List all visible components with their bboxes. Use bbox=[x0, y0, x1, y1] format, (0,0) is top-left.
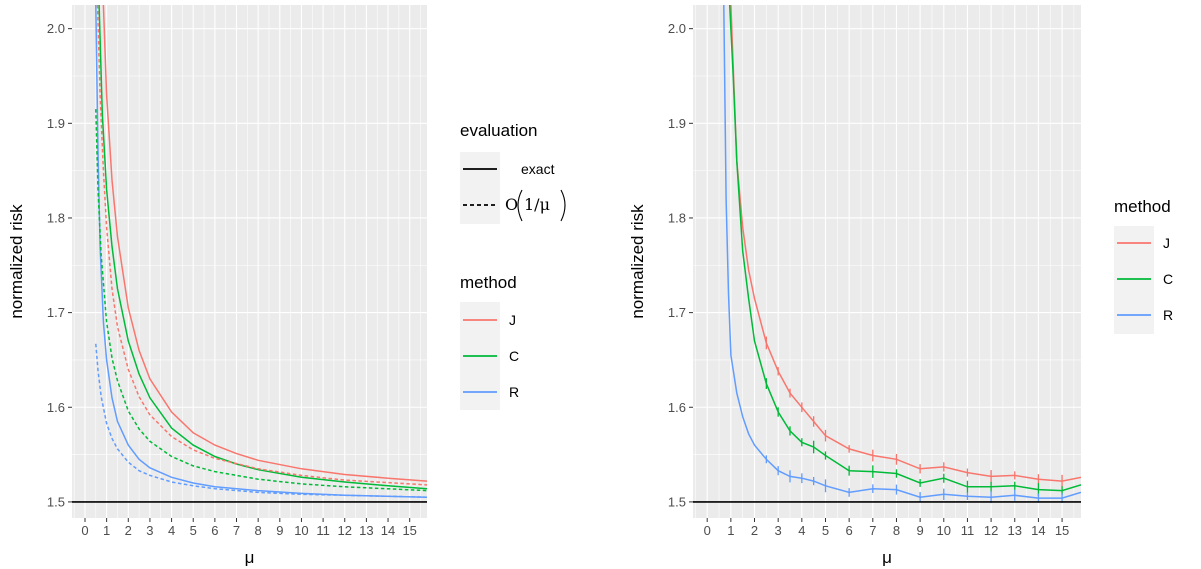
left-y-tick-label: 1.7 bbox=[47, 305, 65, 320]
legend-label-approx-frac: 1/μ bbox=[524, 195, 550, 214]
left-series-r-line bbox=[95, 5, 427, 498]
right-x-tick-label: 14 bbox=[1031, 523, 1045, 538]
right-x-tick-label: 6 bbox=[846, 523, 853, 538]
legend-label-exact: exact bbox=[521, 161, 555, 177]
legend-left-paren bbox=[517, 189, 523, 222]
left-y-axis-title: normalized risk bbox=[7, 204, 26, 319]
right-x-tick-label: 0 bbox=[704, 523, 711, 538]
right-legend-label-c: C bbox=[1163, 271, 1173, 287]
left-gridlines bbox=[72, 5, 427, 518]
left-x-tick-label: 11 bbox=[316, 523, 330, 538]
right-y-tick-label: 1.9 bbox=[668, 116, 686, 131]
right-x-axis-title: μ bbox=[882, 548, 892, 567]
evaluation-legend-title: evaluation bbox=[460, 121, 538, 140]
left-series-c-line bbox=[98, 5, 427, 490]
left-x-tick-label: 6 bbox=[211, 523, 218, 538]
right-x-tick-label: 7 bbox=[869, 523, 876, 538]
left-x-tick-label: 14 bbox=[381, 523, 395, 538]
right-x-tick-label: 1 bbox=[727, 523, 734, 538]
left-x-tick-label: 9 bbox=[276, 523, 283, 538]
left-method-legend: method J C R bbox=[460, 273, 519, 410]
left-x-tick-label: 7 bbox=[233, 523, 240, 538]
left-x-tick-label: 1 bbox=[103, 523, 110, 538]
left-legend-label-r: R bbox=[509, 384, 519, 400]
left-legend-label-c: C bbox=[509, 348, 519, 364]
left-series-j-approx bbox=[96, 5, 427, 486]
right-method-legend: method J C R bbox=[1114, 197, 1173, 334]
left-y-tick-label: 1.6 bbox=[47, 400, 65, 415]
right-method-legend-title: method bbox=[1114, 197, 1171, 216]
right-legend-label-j: J bbox=[1163, 235, 1170, 251]
left-x-tick-label: 8 bbox=[255, 523, 262, 538]
right-legend-label-r: R bbox=[1163, 307, 1173, 323]
right-y-tick-label: 2.0 bbox=[668, 21, 686, 36]
left-series-lines bbox=[95, 5, 427, 498]
left-x-tick-label: 13 bbox=[359, 523, 373, 538]
right-axis-ticks: 1.51.61.71.81.92.00 1 2 3 4 5 6 7 8 9 10 11 12 13 14 15 bbox=[668, 21, 1069, 538]
left-axis-ticks: 1.51.61.71.81.92.00 1 2 3 4 5 6 7 8 9 10 11 12 13 14 15 bbox=[47, 21, 417, 538]
legend-right-paren bbox=[560, 189, 566, 222]
right-x-tick-label: 15 bbox=[1055, 523, 1069, 538]
left-chart: 1.51.61.71.81.92.00 1 2 3 4 5 6 7 8 9 10 11 12 13 14 15… bbox=[7, 5, 566, 567]
right-y-tick-label: 1.8 bbox=[668, 210, 686, 225]
left-legend-label-j: J bbox=[509, 312, 516, 328]
left-x-axis-title: μ bbox=[245, 548, 255, 567]
legend-label-approx-prefix: O bbox=[505, 195, 518, 214]
left-series-j-line bbox=[102, 5, 427, 482]
right-x-tick-label: 4 bbox=[798, 523, 805, 538]
left-y-tick-label: 1.8 bbox=[47, 210, 65, 225]
left-x-tick-label: 4 bbox=[168, 523, 175, 538]
left-x-tick-label: 10 bbox=[294, 523, 308, 538]
right-y-tick-label: 1.5 bbox=[668, 494, 686, 509]
left-y-tick-label: 1.9 bbox=[47, 116, 65, 131]
right-x-tick-label: 10 bbox=[937, 523, 951, 538]
right-y-tick-label: 1.7 bbox=[668, 305, 686, 320]
left-method-legend-title: method bbox=[460, 273, 517, 292]
right-x-tick-label: 5 bbox=[822, 523, 829, 538]
left-series-c-approx bbox=[95, 109, 427, 492]
evaluation-legend: evaluation exact O 1/μ bbox=[460, 121, 566, 224]
left-x-tick-label: 5 bbox=[190, 523, 197, 538]
right-chart: 1.51.61.71.81.92.00 1 2 3 4 5 6 7 8 9 10 11 12 13 14 15… bbox=[628, 5, 1173, 567]
left-x-tick-label: 3 bbox=[146, 523, 153, 538]
left-x-tick-label: 2 bbox=[125, 523, 132, 538]
left-x-tick-label: 15 bbox=[402, 523, 416, 538]
right-x-tick-label: 3 bbox=[775, 523, 782, 538]
left-series-r-approx bbox=[95, 343, 427, 498]
right-y-axis-title: normalized risk bbox=[628, 204, 647, 319]
left-x-tick-label: 0 bbox=[81, 523, 88, 538]
right-x-tick-label: 2 bbox=[751, 523, 758, 538]
right-x-tick-label: 8 bbox=[893, 523, 900, 538]
left-x-tick-label: 12 bbox=[338, 523, 352, 538]
left-y-tick-label: 2.0 bbox=[47, 21, 65, 36]
right-x-tick-label: 11 bbox=[961, 523, 975, 538]
right-x-tick-label: 13 bbox=[1008, 523, 1022, 538]
right-plot-panel bbox=[693, 5, 1081, 518]
right-series-j-line bbox=[730, 5, 1081, 482]
right-legend-key-bg bbox=[1114, 226, 1154, 334]
left-y-tick-label: 1.5 bbox=[47, 494, 65, 509]
right-series-lines bbox=[723, 5, 1081, 504]
right-x-tick-label: 9 bbox=[917, 523, 924, 538]
right-x-tick-label: 12 bbox=[984, 523, 998, 538]
left-plot-panel bbox=[72, 5, 427, 518]
right-y-tick-label: 1.6 bbox=[668, 400, 686, 415]
